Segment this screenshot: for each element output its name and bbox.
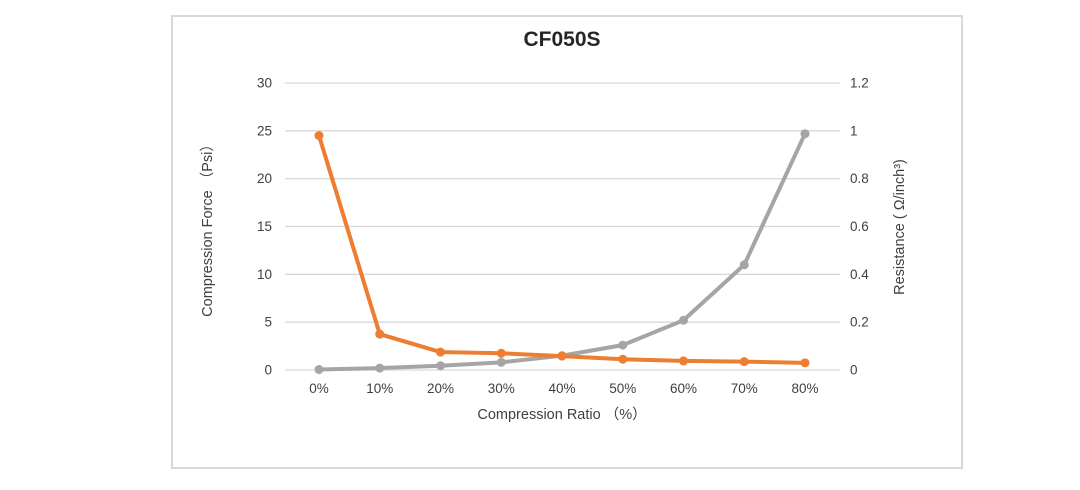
- left-axis-tick: 5: [264, 315, 272, 330]
- right-axis-tick: 0.2: [850, 315, 869, 330]
- data-point-resistance: [618, 354, 628, 364]
- x-axis-title: Compression Ratio （%）: [477, 406, 646, 423]
- left-axis-title: Compression Force （Psi）: [199, 137, 216, 317]
- x-axis-tick: 40%: [548, 381, 575, 396]
- x-axis-tick: 50%: [609, 381, 636, 396]
- data-point-resistance: [436, 347, 445, 357]
- data-point-resistance: [496, 348, 506, 358]
- left-axis-tick: 20: [257, 171, 272, 186]
- left-axis-tick: 25: [257, 123, 272, 138]
- data-point-compression-force: [618, 340, 628, 350]
- left-axis-tick: 30: [257, 76, 272, 91]
- x-axis-tick: 80%: [791, 381, 818, 396]
- x-axis-tick: 0%: [309, 381, 329, 396]
- series-line-compression-force: [317, 131, 807, 372]
- data-point-resistance: [314, 131, 324, 141]
- right-axis-tick: 0.6: [850, 219, 869, 234]
- right-axis-tick: 1.2: [850, 76, 869, 91]
- series-line-resistance: [317, 133, 807, 365]
- x-axis-tick: 60%: [670, 381, 697, 396]
- data-point-resistance: [679, 356, 688, 366]
- chart-title: CF050S: [523, 28, 600, 51]
- data-point-resistance: [557, 351, 567, 361]
- chart-svg: CF050S 30 1.2 25 1 20 0.8 15 0.6 10 0.4 5 0.2 0 0 0% 10…: [199, 28, 908, 423]
- right-axis-title: Resistance ( Ω/inch³): [892, 159, 908, 295]
- gridlines-group: [285, 82, 840, 371]
- x-axis-tick: 70%: [731, 381, 758, 396]
- data-point-resistance: [375, 329, 385, 339]
- x-axis-tick: 30%: [488, 381, 515, 396]
- chart-container: CF050S 30 1.2 25 1 20 0.8 15 0.6 10 0.4 5 0.2 0 0 0% 10…: [171, 15, 963, 469]
- data-point-compression-force: [679, 315, 688, 325]
- left-axis-tick: 15: [257, 219, 272, 234]
- data-point-compression-force: [436, 361, 445, 371]
- tick-labels-group: 30 1.2 25 1 20 0.8 15 0.6 10 0.4 5 0.2 0 0 0% 10% 20% 30%…: [257, 76, 869, 397]
- data-point-compression-force: [375, 363, 385, 373]
- data-point-resistance: [800, 358, 810, 368]
- series-group: [314, 129, 810, 375]
- data-point-compression-force: [314, 365, 324, 375]
- data-point-compression-force: [496, 357, 506, 367]
- left-axis-tick: 10: [257, 267, 272, 282]
- x-axis-tick: 20%: [427, 381, 454, 396]
- right-axis-tick: 1: [850, 123, 858, 138]
- right-axis-tick: 0.8: [850, 171, 869, 186]
- data-point-compression-force: [800, 129, 810, 139]
- data-point-compression-force: [739, 260, 749, 270]
- right-axis-tick: 0.4: [850, 267, 869, 282]
- right-axis-tick: 0: [850, 363, 858, 378]
- left-axis-tick: 0: [264, 363, 272, 378]
- data-point-resistance: [739, 357, 749, 367]
- x-axis-tick: 10%: [366, 381, 393, 396]
